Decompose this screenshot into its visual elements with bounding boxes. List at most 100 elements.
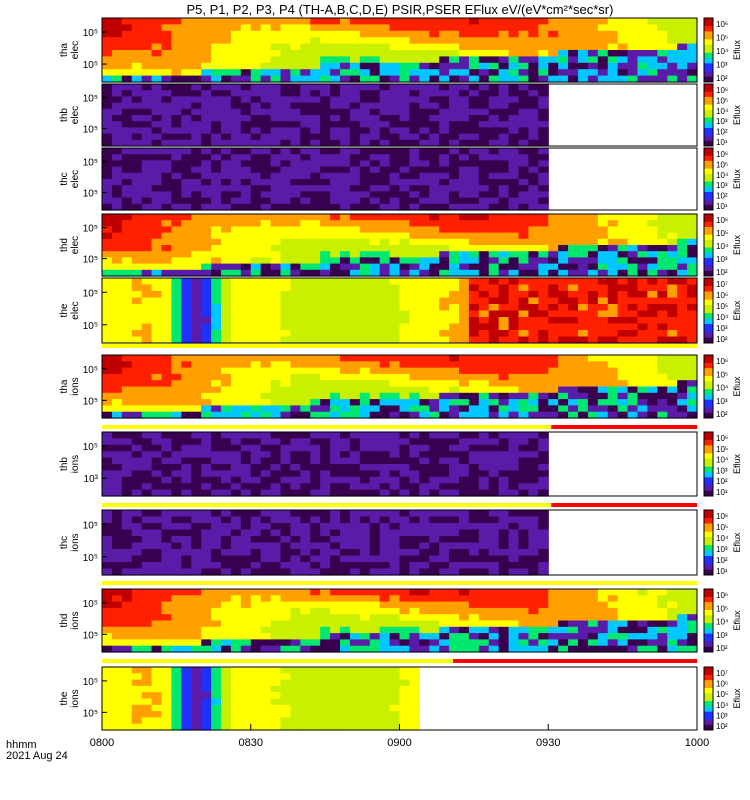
spectrogram-cell: [498, 464, 510, 471]
spectrogram-cell: [171, 361, 182, 369]
spectrogram-cell: [260, 399, 272, 406]
spectrogram-cell: [102, 317, 113, 325]
spectrogram-cell: [558, 317, 569, 325]
spectrogram-cell: [102, 185, 113, 192]
spectrogram-cell: [250, 133, 262, 141]
spectrogram-cell: [508, 62, 520, 70]
spectrogram-cell: [121, 380, 133, 388]
spectrogram-cell: [468, 536, 480, 544]
spectrogram-cell: [359, 257, 371, 265]
spectrogram-cell: [617, 405, 629, 413]
spectrogram-cell: [330, 160, 341, 168]
spectrogram-cell: [310, 432, 321, 439]
spectrogram-cell: [181, 139, 192, 147]
spectrogram-cell: [449, 523, 460, 531]
spectrogram-cell: [290, 361, 301, 369]
spectrogram-cell: [389, 529, 401, 537]
spectrogram-cell: [538, 251, 549, 258]
spectrogram-cell: [508, 304, 520, 312]
spectrogram-cell: [379, 589, 391, 596]
spectrogram-cell: [240, 18, 252, 25]
spectrogram-cell: [191, 37, 202, 45]
spectrogram-cell: [181, 367, 192, 375]
spectrogram-cell: [270, 263, 282, 271]
colorbar-segment: [704, 493, 713, 497]
spectrogram-cell: [211, 133, 222, 141]
spectrogram-cell: [498, 191, 510, 199]
spectrogram-cell: [230, 373, 242, 381]
spectrogram-cell: [270, 562, 282, 570]
spectrogram-cell: [290, 444, 301, 452]
spectrogram-cell: [349, 355, 361, 362]
spectrogram-cell: [359, 220, 371, 227]
spectrogram-cell: [201, 367, 212, 375]
spectrogram-cell: [171, 203, 182, 211]
mode-bar-burst: [551, 503, 697, 507]
spectrogram-cell: [290, 297, 301, 305]
spectrogram-cell: [647, 405, 658, 413]
spectrogram-cell: [250, 386, 262, 394]
spectrogram-cell: [270, 367, 282, 375]
spectrogram-cell: [161, 251, 173, 258]
colorbar-segment: [704, 307, 713, 311]
spectrogram-cell: [141, 595, 153, 603]
mode-bar: [102, 503, 697, 507]
spectrogram-cell: [310, 185, 321, 192]
spectrogram-cell: [300, 102, 311, 110]
spectrogram-cell: [627, 30, 639, 38]
spectrogram-cell: [508, 121, 520, 128]
spectrogram-cell: [369, 607, 381, 615]
spectrogram-cell: [250, 297, 262, 305]
spectrogram-cell: [211, 633, 222, 640]
spectrogram-cell: [300, 529, 311, 537]
spectrogram-cell: [211, 626, 222, 634]
spectrogram-cell: [181, 108, 192, 116]
spectrogram-cell: [439, 510, 450, 518]
colorbar-segment: [704, 402, 713, 406]
spectrogram-cell: [607, 304, 619, 312]
spectrogram-cell: [349, 432, 361, 439]
spectrogram-cell: [587, 43, 599, 51]
spectrogram-cell: [637, 399, 649, 406]
spectrogram-cell: [340, 601, 351, 609]
spectrogram-cell: [409, 373, 420, 381]
spectrogram-cell: [528, 24, 539, 32]
spectrogram-cell: [290, 108, 301, 116]
spectrogram-cell: [359, 317, 371, 325]
spectrogram-cell: [230, 457, 242, 465]
spectrogram-cell: [141, 620, 153, 628]
spectrogram-cell: [578, 386, 589, 394]
colorbar-segment: [704, 84, 713, 88]
spectrogram-cell: [290, 197, 301, 205]
spectrogram-cell: [607, 30, 619, 38]
spectrogram-cell: [270, 317, 282, 325]
spectrogram-cell: [330, 238, 341, 246]
spectrogram-cell: [230, 191, 242, 199]
spectrogram-cell: [587, 263, 599, 271]
spectrogram-cell: [240, 607, 252, 615]
spectrogram-cell: [290, 536, 301, 544]
spectrogram-cell: [102, 172, 113, 180]
spectrogram-cell: [310, 464, 321, 471]
spectrogram-cell: [429, 516, 440, 524]
spectrogram-cell: [587, 257, 599, 265]
spectrogram-cell: [399, 56, 411, 64]
colorbar-segment: [704, 71, 713, 75]
spectrogram-cell: [141, 639, 153, 647]
spectrogram-cell: [221, 238, 232, 246]
spectrogram-cell: [151, 464, 163, 471]
spectrogram-cell: [587, 386, 599, 394]
spectrogram-cell: [171, 542, 182, 550]
spectrogram-cell: [221, 108, 232, 116]
spectrogram-cell: [121, 367, 133, 375]
spectrogram-cell: [409, 607, 420, 615]
spectrogram-cell: [260, 56, 272, 64]
spectrogram-cell: [300, 405, 311, 413]
spectrogram-cell: [389, 620, 401, 628]
spectrogram-cell: [151, 102, 163, 110]
spectrogram-cell: [359, 96, 371, 104]
spectrogram-cell: [260, 562, 272, 570]
colorbar-segment: [704, 214, 713, 218]
spectrogram-cell: [637, 373, 649, 381]
spectrogram-cell: [240, 645, 252, 653]
